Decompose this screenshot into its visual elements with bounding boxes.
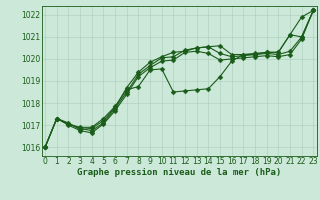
X-axis label: Graphe pression niveau de la mer (hPa): Graphe pression niveau de la mer (hPa) xyxy=(77,168,281,177)
